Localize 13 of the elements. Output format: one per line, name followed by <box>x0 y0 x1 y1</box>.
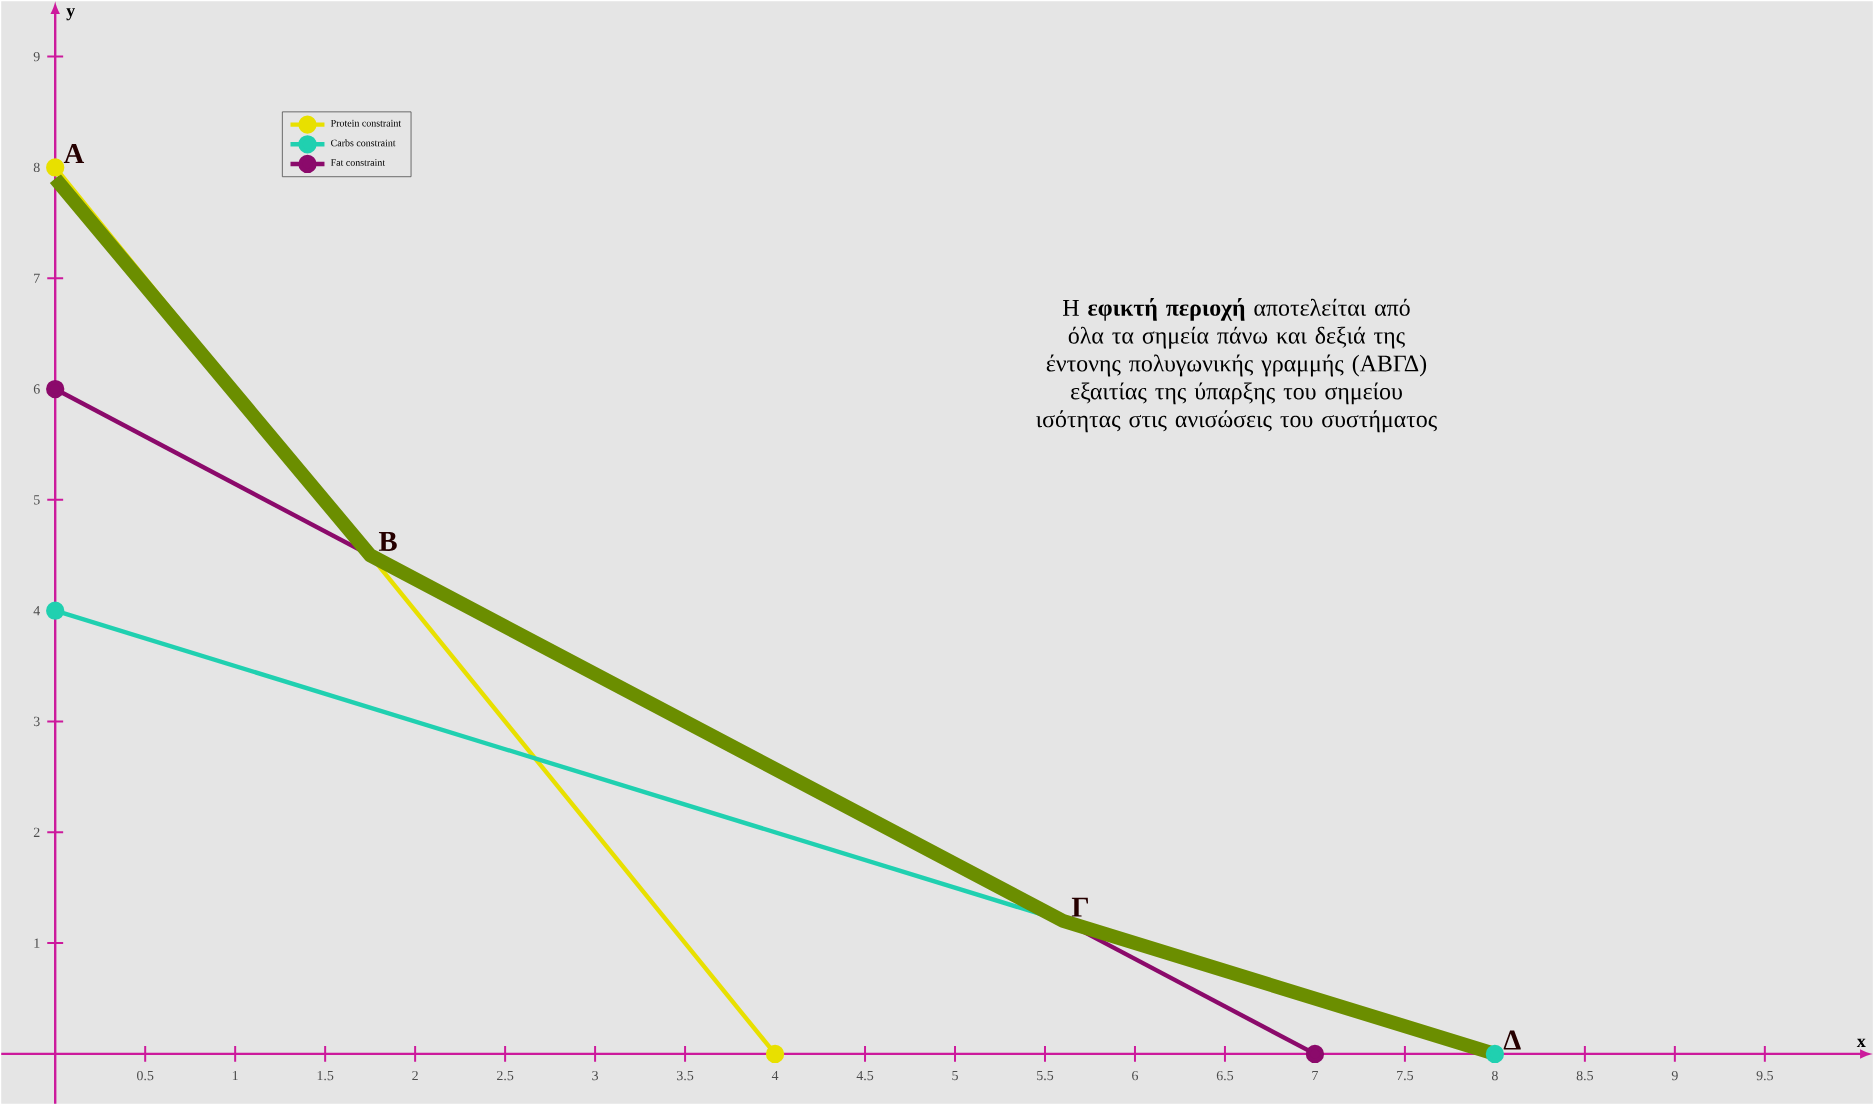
point <box>1305 1044 1325 1063</box>
x-axis-title: x <box>1856 1038 1866 1047</box>
point <box>46 379 65 398</box>
annotation: A <box>63 143 85 163</box>
annotation: Η εφικτή περιοχή αποτελείται από όλα τα σημεία πάνω και δεξιά της έντονης πολυγωνικής γραμμής (ΑΒΓΔ) εξαιτίας της ύπαρξης του σημείου ισότητας στις ανισώσεις του συστήματος <box>1036 297 1437 432</box>
annotation: Δ <box>1503 1030 1521 1050</box>
y-axis-title: y <box>66 7 75 20</box>
annotation: B <box>378 531 397 551</box>
annotation: Γ <box>1071 897 1089 917</box>
point <box>46 601 65 620</box>
point <box>1485 1044 1505 1063</box>
point <box>765 1044 785 1063</box>
point <box>46 157 65 177</box>
